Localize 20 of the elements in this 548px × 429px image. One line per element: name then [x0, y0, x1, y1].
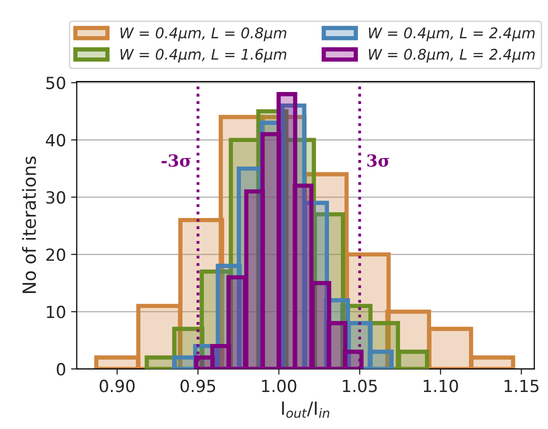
legend-label: W = 0.8μm, L = 2.4μm	[368, 48, 535, 63]
y-tick-label: 50	[46, 76, 66, 90]
legend-label: W = 0.4μm, L = 0.8μm	[120, 27, 286, 42]
y-tick-label: 10	[46, 306, 66, 318]
y-tick-label: 0	[56, 362, 66, 376]
ref-line-label: -3σ	[162, 154, 191, 167]
y-tick-label: 40	[46, 134, 66, 146]
x-tick-label: 1.15	[504, 380, 538, 392]
legend-label: W = 0.4μm, L = 2.4μm	[368, 27, 535, 42]
y-axis-title: No of iterations	[22, 156, 36, 294]
legend-label: W = 0.4μm, L = 1.6μm	[120, 48, 286, 63]
x-tick-label: 1.10	[424, 380, 458, 392]
ref-line-label: 3σ	[367, 154, 390, 167]
x-tick-label: 1.00	[262, 380, 296, 392]
y-tick-label: 20	[46, 248, 66, 261]
x-tick-label: 0.95	[180, 380, 216, 392]
x-axis-title: I$_{out}$/I$_{in}$	[282, 402, 330, 418]
y-tick-label: 30	[46, 191, 66, 204]
x-tick-label: 1.05	[342, 380, 377, 392]
x-tick-label: 0.90	[100, 380, 135, 392]
